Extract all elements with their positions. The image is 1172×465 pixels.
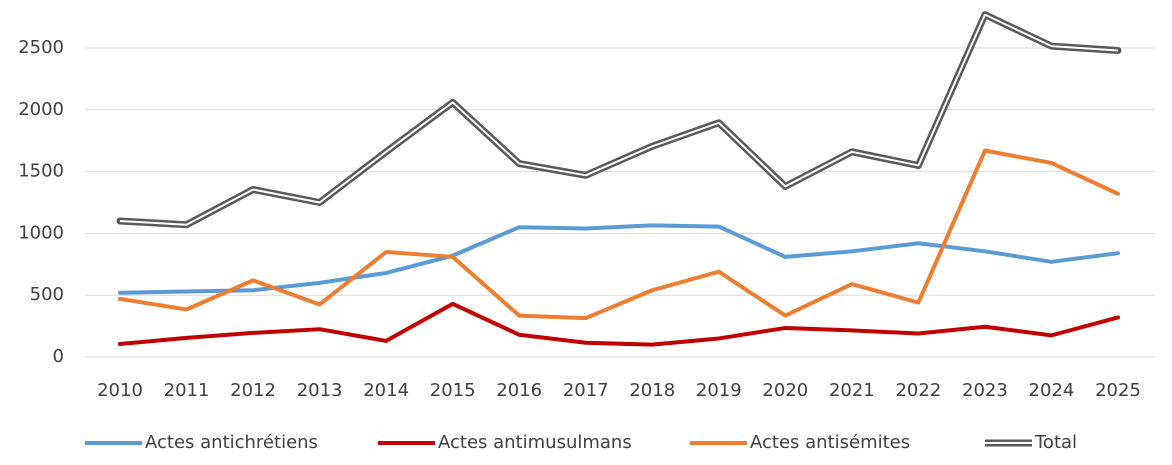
y-tick-label: 0 bbox=[53, 346, 64, 367]
x-tick-label: 2024 bbox=[1029, 380, 1075, 401]
legend-label: Actes antichrétiens bbox=[145, 432, 318, 453]
x-tick-label: 2018 bbox=[629, 380, 675, 401]
y-tick-label: 500 bbox=[30, 284, 64, 305]
legend-label: Total bbox=[1034, 432, 1077, 453]
legend-label: Actes antisémites bbox=[750, 432, 910, 453]
y-tick-label: 2500 bbox=[18, 37, 64, 58]
x-tick-label: 2021 bbox=[829, 380, 875, 401]
y-tick-label: 1000 bbox=[18, 222, 64, 243]
series-line-inner bbox=[119, 13, 1119, 226]
x-tick-label: 2023 bbox=[962, 380, 1008, 401]
series-line bbox=[118, 223, 1120, 295]
x-tick-label: 2015 bbox=[430, 380, 476, 401]
x-tick-label: 2025 bbox=[1095, 380, 1141, 401]
y-tick-label: 2000 bbox=[18, 99, 64, 120]
x-tick-label: 2011 bbox=[164, 380, 210, 401]
series-line bbox=[118, 301, 1120, 347]
x-tick-label: 2022 bbox=[895, 380, 941, 401]
x-tick-label: 2019 bbox=[696, 380, 742, 401]
x-tick-label: 2020 bbox=[762, 380, 808, 401]
y-tick-label: 1500 bbox=[18, 161, 64, 182]
x-tick-label: 2012 bbox=[230, 380, 276, 401]
x-tick-label: 2017 bbox=[563, 380, 609, 401]
x-tick-label: 2010 bbox=[97, 380, 143, 401]
series-line bbox=[118, 148, 1120, 321]
legend-label: Actes antimusulmans bbox=[438, 432, 632, 453]
x-tick-label: 2016 bbox=[496, 380, 542, 401]
x-tick-label: 2014 bbox=[363, 380, 409, 401]
x-tick-label: 2013 bbox=[297, 380, 343, 401]
